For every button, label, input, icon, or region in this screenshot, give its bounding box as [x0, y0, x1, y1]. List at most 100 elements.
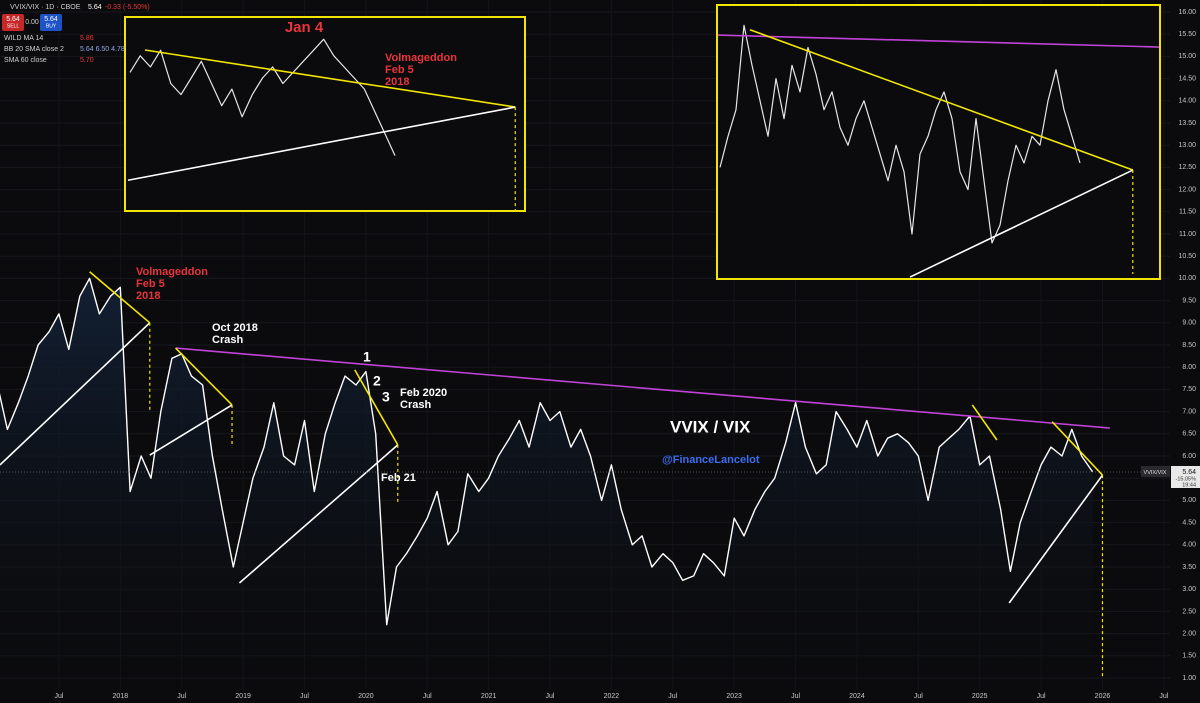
trendline: [89, 271, 151, 324]
x-tick-label: Jul: [423, 693, 432, 700]
trendline: [144, 49, 516, 108]
annotation: Oct 2018: [212, 322, 258, 334]
x-tick-label: Jul: [914, 693, 923, 700]
y-tick-label: 4.50: [1182, 519, 1196, 526]
inset-right: [716, 4, 1161, 280]
x-tick-label: Jul: [54, 693, 63, 700]
y-tick-label: 7.50: [1182, 386, 1196, 393]
y-tick-label: 15.50: [1178, 31, 1196, 38]
series-area: [0, 278, 1093, 690]
change: -0.33 (-5.50%): [105, 4, 150, 11]
y-tick-label: 11.00: [1179, 231, 1196, 238]
sell-button[interactable]: [2, 14, 24, 31]
y-tick-label: 14.00: [1178, 98, 1196, 105]
trendline: [718, 34, 1159, 48]
annotation: Jan 4: [285, 19, 324, 36]
indicator-name: SMA 60 close: [4, 57, 47, 64]
inset-plot: [718, 24, 1159, 278]
trendline: [238, 444, 399, 584]
x-tick-label: 2026: [1095, 693, 1111, 700]
annotation: @FinanceLancelot: [662, 454, 760, 466]
trendline: [1051, 421, 1104, 476]
annotation: Feb 5: [136, 278, 165, 290]
y-tick-label: 8.00: [1182, 364, 1196, 371]
sell-price: 5.64: [6, 16, 20, 23]
series-line: [129, 38, 396, 156]
y-tick-label: 6.50: [1182, 431, 1196, 438]
y-tick-label: 8.50: [1182, 342, 1196, 349]
annotation: VVIX / VIX: [670, 417, 751, 436]
y-tick-label: 4.00: [1182, 542, 1196, 549]
annotation: 1: [363, 349, 371, 365]
last-price: 5.64: [1182, 469, 1196, 476]
price-tag: [1171, 465, 1200, 488]
y-tick-label: 10.50: [1178, 253, 1196, 260]
y-tick-label: 1.50: [1182, 653, 1196, 660]
symbol: VVIX/VIX · 1D · CBOE: [10, 4, 81, 11]
annotation: 3: [382, 389, 390, 405]
trendline: [174, 347, 233, 406]
x-tick-label: 2023: [726, 693, 742, 700]
y-tick-label: 13.50: [1178, 120, 1196, 127]
price-tag-name: VVIX/VIX: [1144, 470, 1167, 476]
annotation: Feb 2020: [400, 387, 447, 399]
inset-plot: [127, 38, 516, 210]
trendline: [354, 369, 399, 446]
trendline: [127, 106, 516, 182]
x-tick-label: 2024: [849, 693, 865, 700]
annotation: Volmageddon: [385, 52, 457, 64]
annotation: Crash: [400, 399, 431, 411]
y-tick-label: 3.50: [1182, 564, 1196, 571]
x-tick-label: 2018: [113, 693, 129, 700]
indicator-name: WILD MA 14: [4, 35, 43, 42]
indicator-values: 5.70: [80, 57, 94, 64]
y-tick-label: 3.00: [1182, 586, 1196, 593]
y-tick-label: 2.50: [1182, 608, 1196, 615]
trendline: [175, 347, 1110, 429]
annotation: Feb 5: [385, 64, 414, 76]
trendline: [149, 404, 233, 456]
x-tick-label: 2019: [235, 693, 251, 700]
buy-price: 5.64: [44, 16, 58, 23]
trendline: [749, 28, 1134, 171]
sell-label: SELL: [7, 23, 19, 29]
x-tick-label: 2020: [358, 693, 374, 700]
x-tick-label: 2021: [481, 693, 497, 700]
y-tick-label: 12.00: [1178, 186, 1196, 193]
inset-left: [124, 16, 526, 212]
buy-label: BUY: [46, 23, 57, 29]
annotation: 2018: [385, 76, 409, 88]
annotation: Volmageddon: [136, 266, 208, 278]
y-tick-label: 10.00: [1178, 275, 1196, 282]
spread: 0.00: [25, 19, 39, 26]
y-tick-label: 5.00: [1182, 497, 1196, 504]
inset-frame: [124, 16, 526, 212]
header: VVIX/VIX · 1D · CBOE 5.64 -0.33 (-5.50%)…: [2, 4, 150, 64]
x-tick-label: Jul: [791, 693, 800, 700]
series-line: [0, 277, 1094, 626]
series-line: [719, 24, 1081, 244]
y-tick-label: 9.00: [1182, 320, 1196, 327]
trendline: [1008, 474, 1104, 604]
annotation: 2018: [136, 290, 160, 302]
annotation: Feb 21: [381, 472, 416, 484]
y-tick-label: 7.00: [1182, 408, 1196, 415]
inset-frame: [716, 4, 1161, 280]
y-tick-label: 1.00: [1182, 675, 1196, 682]
axes: 1.001.502.002.503.003.504.004.505.005.50…: [54, 9, 1200, 700]
annotation: Crash: [212, 334, 243, 346]
annotation: 2: [373, 373, 381, 389]
y-tick-label: 12.50: [1178, 164, 1196, 171]
y-tick-label: 16.00: [1178, 9, 1196, 16]
indicator-name: BB 20 SMA close 2: [4, 46, 64, 53]
buy-button[interactable]: [40, 14, 62, 31]
x-tick-label: 2025: [972, 693, 988, 700]
indicator-values: 5.86: [80, 35, 94, 42]
y-tick-label: 2.00: [1182, 630, 1196, 637]
last-change: -15.05%: [1176, 476, 1197, 482]
trendline: [0, 322, 151, 466]
last-time: 19:44: [1182, 482, 1196, 488]
y-tick-label: 11.50: [1179, 209, 1196, 216]
indicator-values: 5.64 6.50 4.78: [80, 46, 125, 53]
y-tick-label: 9.50: [1182, 297, 1196, 304]
